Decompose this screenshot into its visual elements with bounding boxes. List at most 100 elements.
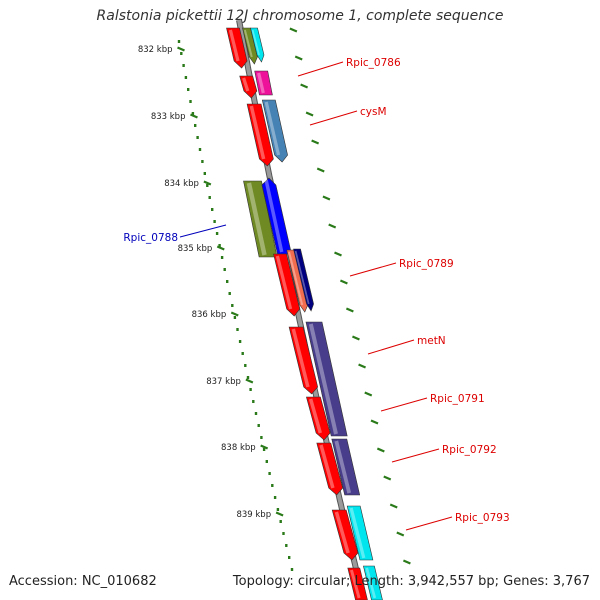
guide-tick [396,531,405,537]
gene-label: Rpic_0792 [442,444,497,456]
gene-highlight [243,29,253,58]
gene-body [331,438,361,496]
ruler-dot [196,136,199,139]
ruler-dot [211,208,214,211]
tick-label: 833 kbp [151,112,186,122]
gene-feature [347,567,368,600]
ruler-tick [245,378,254,384]
gene-body [250,27,265,63]
gene-label: Rpic_0791 [430,393,485,405]
gene-feature [363,565,383,600]
gene-body [305,321,348,437]
gene-feature [239,75,258,99]
label-leader [391,448,440,463]
gene-highlight [275,255,293,310]
gene-body [331,509,359,561]
ruler-dot [241,352,244,355]
gene-feature [305,321,348,437]
gene-body [316,442,344,496]
guide-tick [316,167,325,173]
ruler-tick [177,46,185,52]
label-leader [367,339,415,355]
gene-highlight [319,444,335,489]
gene-feature [306,396,331,441]
guide-tick [294,55,303,61]
ruler-dot [213,220,216,223]
ruler-tick [260,444,269,450]
label-leader [309,110,358,126]
guide-tick [311,139,320,145]
ruler-dot [203,172,206,175]
ruler-dot [180,52,183,55]
gene-highlight [242,77,250,92]
gene-body [254,70,273,96]
gene-highlight [246,182,267,256]
tick-label: 836 kbp [192,310,227,320]
guide-tick [370,419,379,425]
gene-body [261,99,288,163]
gene-body [246,103,274,167]
ruler-dot [231,304,234,307]
gene-feature [226,27,248,69]
gene-feature [286,249,309,313]
kbp-ruler: 832 kbp 833 kbp 834 kbp 835 kbp 836 kbp 837 k… [138,40,294,571]
ruler-dot [252,400,255,403]
gene-highlight [308,323,338,435]
gene-highlight [264,179,284,253]
gene-feature [261,99,288,163]
ruler-dot [288,556,291,559]
gene-feature [346,505,374,561]
ruler-dot [233,316,237,319]
gene-label: Rpic_0786 [346,57,401,69]
gene-body [347,567,368,600]
guide-tick [339,279,348,285]
label-leader [349,262,397,277]
ruler-dot [177,40,181,43]
ruler-dot [198,148,202,151]
guide-tick [289,27,298,33]
gene-feature [293,248,314,312]
gene-body [286,249,309,313]
gene-body [363,565,383,600]
tick-label: 838 kbp [221,443,256,453]
ruler-dot [223,268,226,271]
gene-highlight [349,507,366,559]
ruler-tick [275,511,284,517]
tick-label: 832 kbp [138,45,173,55]
ruler-dot [238,340,242,343]
guide-tick [305,111,314,117]
ruler-dot [260,436,263,439]
gene-body [306,396,331,441]
ruler-dot [189,100,192,103]
gene-highlight [249,105,266,160]
ruler-dot [215,232,219,235]
gene-body [293,248,314,312]
gene-feature [242,27,258,65]
ruler-dot [254,412,258,415]
tick-label: 839 kbp [236,510,271,520]
label-leader [179,224,227,238]
label-leader [380,397,428,412]
ruler-dot [194,124,197,127]
guide-tick [364,391,373,397]
ruler-dot [228,292,231,295]
ruler-dot [220,256,224,259]
gene-highlight [294,250,310,305]
gene-highlight [251,29,260,56]
gene-highlight [334,440,352,494]
ruler-dot [182,64,185,67]
gene-body [242,27,258,65]
label-leader [405,516,453,531]
gene-feature [331,438,361,496]
tick-label: 837 kbp [206,377,241,387]
gene-body [346,505,374,561]
guide-tick [345,307,354,313]
gene-labels: Rpic_0786 cysM Rpic_0788 Rpic_0789 metN Rpic_… [123,57,510,531]
gene-body [226,27,248,69]
ruler-dot [273,496,277,499]
ruler-dot [244,364,247,367]
ruler-dot [206,184,209,187]
ruler-dot [191,112,195,115]
gene-label: Rpic_0788 [123,232,178,244]
